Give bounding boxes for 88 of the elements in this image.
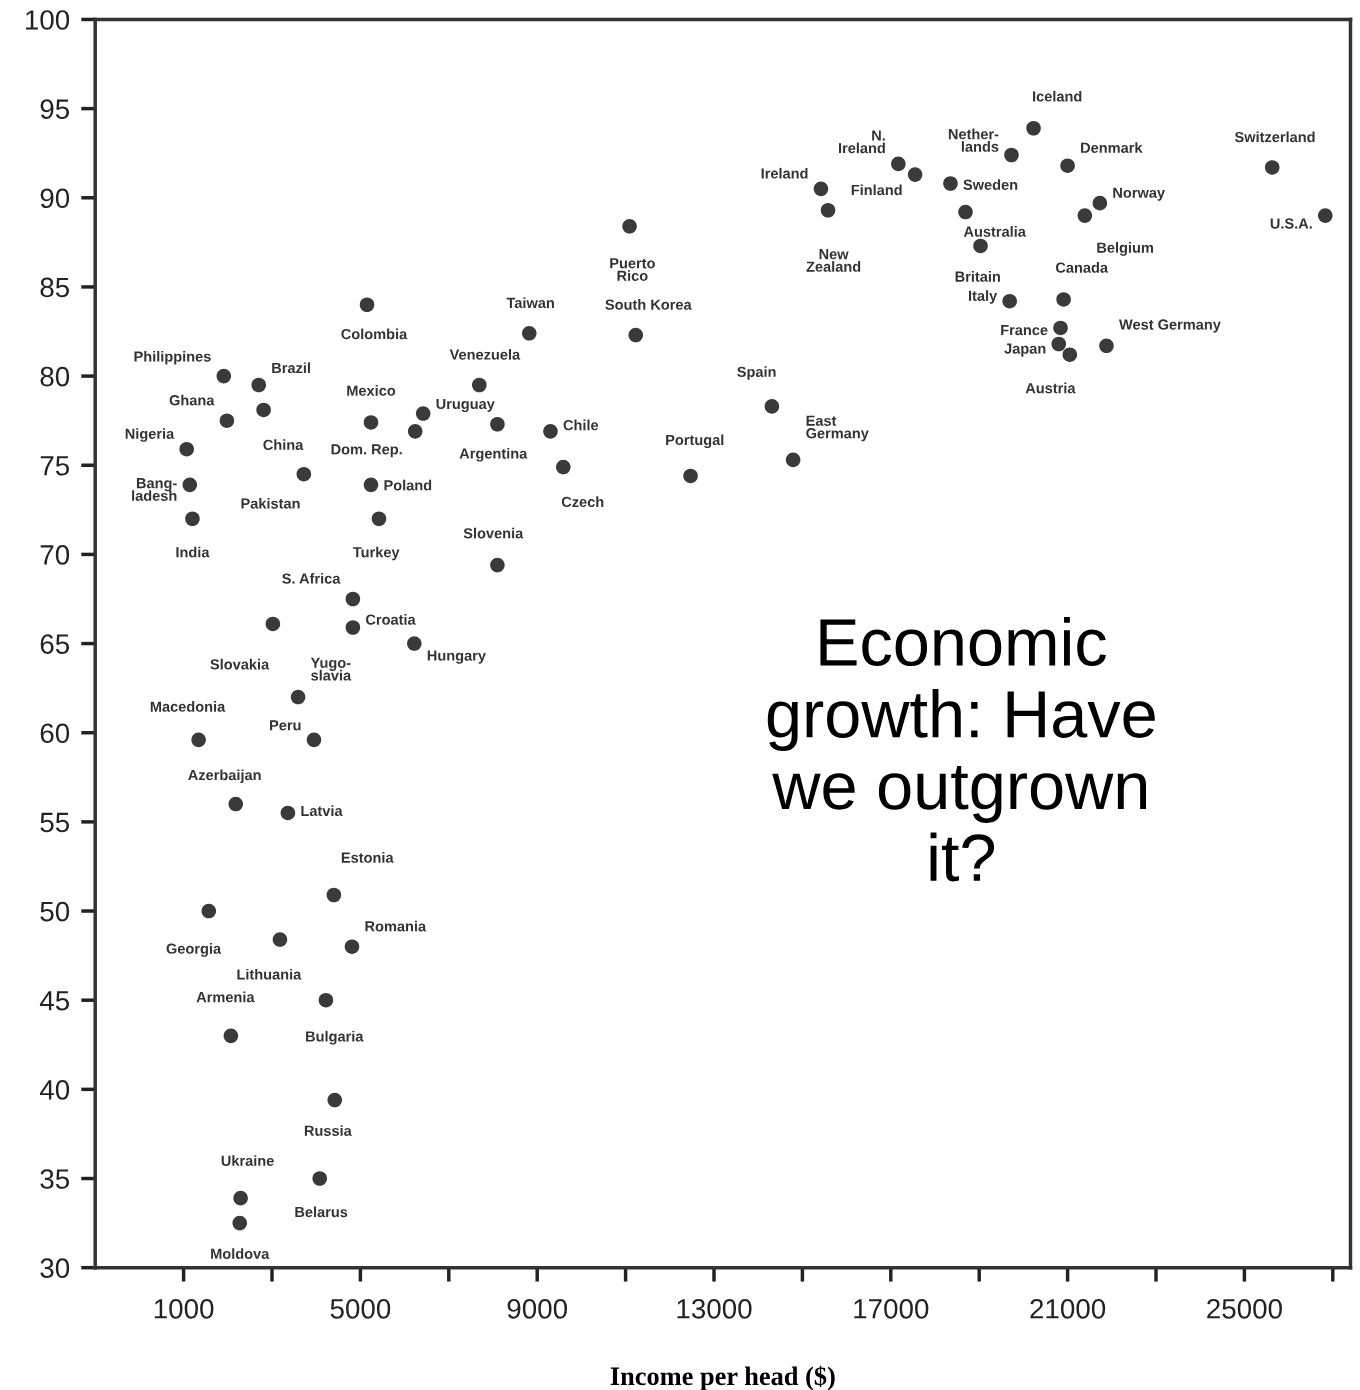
x-tick-label: 21000 [1030,1298,1106,1319]
annotation: Portugal [666,434,724,449]
annotation: Czech [561,496,604,508]
annotation: Japan [1004,343,1046,357]
annotation: Ghana [169,394,215,406]
annotation: Hungary [427,650,486,664]
annotation: Latvia [301,805,343,817]
y-tick-label: 60 [40,723,70,744]
annotation: Nigeria [125,428,175,442]
annotation: Pakistan [241,497,300,509]
annotation: Turkey [352,546,400,561]
annotation: Chile [563,419,599,431]
annotation: Austria [1025,382,1076,394]
y-tick-label: 85 [40,277,70,298]
annotation: Ukraine [221,1155,274,1166]
annotation: China [263,439,304,450]
annotation: South Korea [605,299,692,310]
annotation: Argentina [459,447,528,462]
annotation: Russia [304,1125,352,1136]
y-tick-label: 70 [40,545,70,565]
annotation: Yugo- slavia [310,657,352,681]
annotation: Taiwan [506,297,554,309]
y-tick-label: 45 [39,991,70,1011]
y-tick-label: 50 [40,901,70,922]
annotation: France [1001,325,1048,336]
y-tick-label: 55 [40,812,70,833]
x-tick-label: 13000 [677,1298,752,1319]
annotation: Lithuania [237,968,302,980]
annotation: Colombia [341,328,408,340]
annotation: Mexico [347,385,396,396]
y-tick-label: 90 [40,188,70,209]
annotation: Macedonia [150,701,226,712]
x-tick-label: 9000 [507,1298,568,1319]
annotation: Poland [384,479,432,491]
annotation: N. Ireland [838,130,885,154]
annotation: Puerto Rico [610,258,655,281]
y-tick-label: 30 [40,1258,70,1279]
annotation: Slovenia [463,527,524,539]
y-tick-label: 80 [40,366,70,387]
annotation: Italy [969,290,998,304]
annotation: Azerbaijan [188,769,261,784]
annotation: West Germany [1119,319,1221,333]
text: Economic growth: Have we outgrown it? [767,617,1155,882]
annotation: Croatia [365,614,416,625]
annotation: Norway [1113,187,1165,201]
annotation: Romania [365,920,427,932]
annotation: East Germany [806,415,869,442]
annotation: Switzerland [1234,131,1315,143]
annotation: Bang- ladesh [132,478,177,501]
annotation: Peru [270,720,301,731]
annotation: Estonia [341,852,394,863]
annotation: India [176,546,210,558]
annotation: Armenia [196,991,255,1003]
annotation: Iceland [1033,90,1082,102]
annotation: Brazil [272,362,310,374]
annotation: Philippines [134,350,211,365]
y-tick-label: 95 [40,99,70,119]
annotation: Dom. Rep. [331,444,402,458]
y-tick-label: 75 [40,456,70,476]
y-tick-label: 100 [25,10,70,30]
x-tick-label: 17000 [854,1298,929,1319]
annotation: Nether- lands [948,128,999,152]
annotation: Canada [1055,262,1109,273]
annotation: Moldova [211,1248,270,1259]
annotation: Bulgaria [306,1030,364,1045]
annotation: Georgia [166,943,222,957]
x-tick-label: 5000 [330,1298,391,1319]
y-tick-label: 40 [39,1080,70,1100]
annotation: Sweden [963,179,1018,190]
annotation: Australia [963,226,1026,237]
annotation: Ireland [761,167,808,179]
annotation: Belgium [1097,242,1153,256]
x-tick-label: 1000 [154,1298,214,1319]
x-tick-label: 25000 [1207,1298,1282,1319]
annotation: Finland [851,184,902,196]
annotation: S. Africa [282,573,341,584]
annotation: Denmark [1081,142,1143,153]
x-axis-title: Income per head ($) [610,1365,835,1390]
annotation: U.S.A. [1270,218,1312,229]
annotation: New Zealand [806,249,861,272]
annotation: Spain [737,366,776,380]
annotation: Uruguay [436,398,495,412]
annotation: Belarus [295,1206,348,1218]
annotation: Britain [955,271,1000,282]
annotation: Slovakia [210,658,270,670]
y-tick-label: 35 [40,1169,70,1189]
annotation: Venezuela [449,349,521,360]
y-tick-label: 65 [40,634,70,654]
